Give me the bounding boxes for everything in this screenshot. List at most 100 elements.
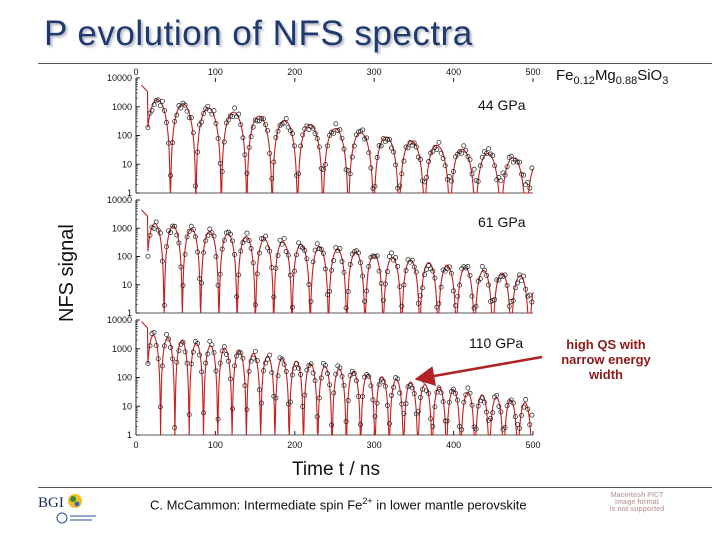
data-point	[221, 237, 227, 243]
data-point	[448, 178, 454, 184]
data-point	[261, 116, 266, 122]
data-point	[322, 266, 328, 272]
data-point	[331, 258, 337, 264]
data-point	[186, 115, 192, 121]
data-point	[320, 166, 326, 172]
data-point	[514, 280, 520, 286]
data-point	[430, 268, 436, 274]
data-point	[248, 246, 254, 251]
data-point	[145, 361, 151, 366]
y-tick-label: 1	[127, 430, 132, 440]
data-point	[186, 229, 192, 234]
data-point	[384, 269, 390, 274]
data-point	[494, 277, 500, 283]
data-point	[217, 360, 223, 366]
data-point	[517, 425, 522, 431]
data-point	[527, 185, 533, 191]
data-point	[351, 143, 357, 149]
data-point	[453, 303, 458, 309]
data-point	[345, 398, 351, 404]
data-point	[521, 273, 527, 279]
x-tick-label: 400	[446, 67, 461, 77]
data-point	[316, 144, 322, 150]
data-point	[496, 403, 502, 409]
data-point	[337, 127, 343, 133]
data-point	[259, 115, 264, 121]
data-point	[397, 183, 403, 189]
data-point	[153, 343, 159, 349]
data-point	[467, 272, 473, 278]
data-point	[463, 392, 469, 398]
data-point	[195, 149, 200, 155]
data-point	[403, 401, 409, 407]
data-point	[259, 400, 264, 406]
data-point	[364, 288, 370, 294]
data-point	[374, 253, 380, 259]
data-point	[504, 282, 510, 288]
data-point	[386, 137, 392, 142]
data-point	[329, 267, 335, 273]
data-point	[159, 258, 165, 264]
data-point	[145, 125, 151, 131]
data-point	[285, 252, 291, 258]
data-point	[228, 376, 233, 382]
data-point	[267, 150, 273, 156]
panel-label-61: 61 GPa	[478, 214, 526, 230]
data-point	[170, 140, 176, 146]
data-point	[490, 410, 496, 416]
data-point	[166, 336, 172, 342]
data-point	[250, 124, 256, 130]
data-point	[382, 383, 388, 389]
data-point	[351, 371, 357, 376]
data-point	[399, 171, 405, 177]
data-point	[372, 183, 378, 189]
data-point	[473, 426, 479, 432]
data-point	[360, 273, 366, 279]
data-point	[190, 130, 196, 136]
data-point	[347, 262, 353, 267]
data-point	[426, 159, 432, 164]
data-point	[327, 288, 333, 294]
panel-2: 1 10 100 1000 10000 0 100 200 300 400 500	[107, 315, 541, 450]
data-point	[343, 419, 349, 424]
data-point	[484, 409, 489, 415]
data-point	[401, 282, 407, 288]
data-point	[254, 358, 260, 364]
data-point	[304, 256, 310, 262]
data-point	[413, 144, 419, 150]
data-point	[192, 234, 198, 240]
data-point	[197, 352, 202, 358]
data-point	[242, 152, 248, 158]
data-point	[370, 397, 376, 403]
data-point	[234, 353, 240, 359]
data-point	[320, 250, 326, 256]
data-point	[265, 245, 271, 251]
data-point	[294, 361, 299, 366]
data-point	[492, 297, 498, 303]
data-point	[188, 115, 194, 121]
data-point	[292, 268, 297, 274]
data-point	[384, 137, 390, 142]
data-point	[438, 150, 444, 156]
data-point	[256, 250, 262, 256]
y-tick-label: 1000	[112, 344, 132, 354]
data-point	[157, 404, 163, 410]
data-point	[298, 143, 304, 149]
data-point	[333, 371, 339, 377]
x-axis-label: Time t / ns	[292, 459, 380, 480]
data-point	[240, 135, 246, 141]
data-point	[527, 292, 533, 298]
data-point	[219, 348, 225, 354]
data-point	[510, 400, 516, 406]
data-point	[517, 159, 522, 165]
data-point	[486, 282, 491, 288]
data-point	[331, 130, 337, 136]
data-point	[238, 350, 244, 356]
data-point	[502, 272, 508, 278]
data-point	[147, 343, 153, 349]
data-point	[502, 172, 508, 178]
title-divider	[38, 63, 712, 64]
data-point	[415, 408, 421, 414]
data-point	[523, 397, 529, 402]
data-point	[436, 301, 442, 307]
